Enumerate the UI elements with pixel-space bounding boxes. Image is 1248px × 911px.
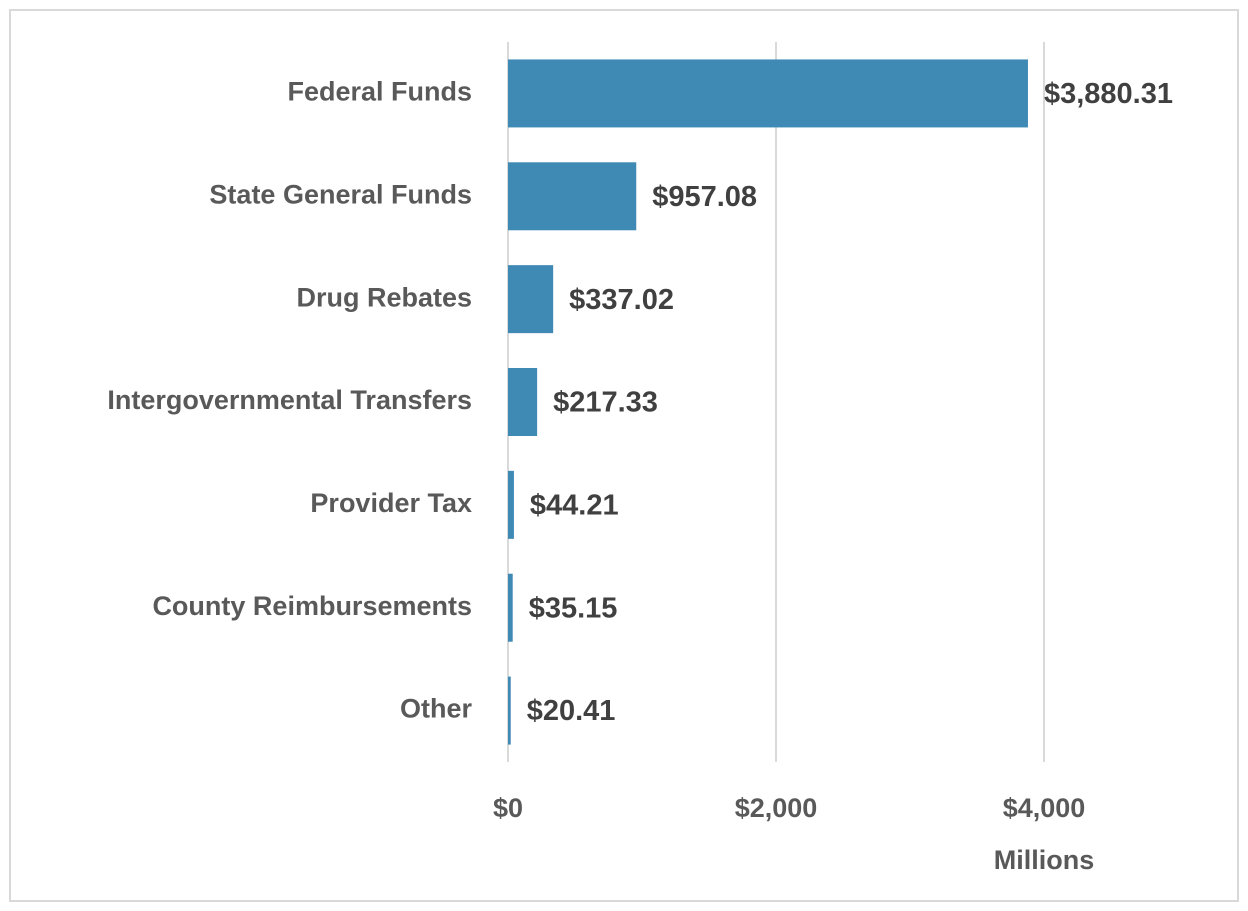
data-label: $3,880.31: [1044, 78, 1173, 110]
data-label: $20.41: [527, 695, 616, 727]
bar: [508, 470, 514, 539]
bar: [508, 59, 1028, 128]
y-tick-label: Other: [400, 694, 473, 724]
x-tick-label: $4,000: [1003, 793, 1086, 823]
data-label: $337.02: [569, 284, 674, 316]
bar: [508, 368, 538, 436]
y-tick-label: Drug Rebates: [296, 282, 472, 312]
y-tick-label: Provider Tax: [310, 488, 472, 518]
y-tick-label: County Reimbursements: [152, 591, 472, 621]
data-label: $44.21: [530, 490, 619, 522]
y-tick-label: Intergovernmental Transfers: [107, 385, 472, 415]
bar: [508, 573, 513, 642]
x-axis-label: Millions: [994, 845, 1095, 875]
bar: [508, 676, 511, 745]
y-tick-label: Federal Funds: [287, 77, 472, 107]
x-tick-label: $0: [493, 793, 523, 823]
y-tick-label: State General Funds: [209, 179, 472, 209]
bar: [508, 162, 637, 231]
data-label: $35.15: [529, 592, 618, 624]
data-label: $957.08: [652, 181, 757, 213]
data-label: $217.33: [553, 387, 658, 419]
bar: [508, 265, 554, 334]
x-tick-label: $2,000: [735, 793, 818, 823]
chart-border: [9, 9, 1239, 902]
